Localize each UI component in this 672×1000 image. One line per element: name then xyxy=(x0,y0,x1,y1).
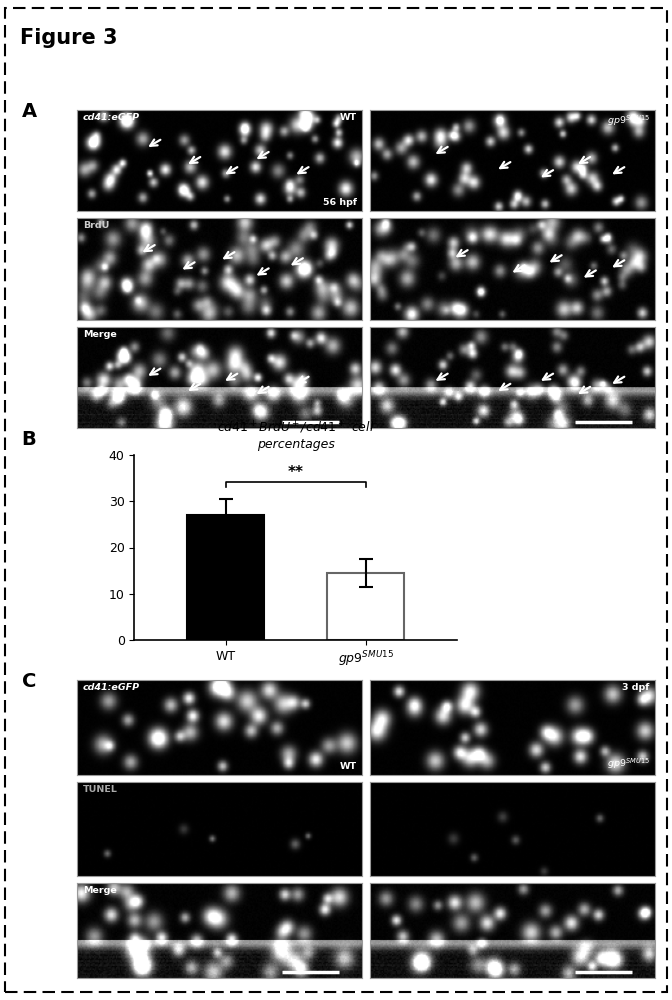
Bar xyxy=(327,573,405,640)
Text: cd41:eGFP: cd41:eGFP xyxy=(83,113,140,122)
Title: $cd41^+$BrdU$^+$/$cd41^+$ cell
percentages: $cd41^+$BrdU$^+$/$cd41^+$ cell percentag… xyxy=(217,420,374,451)
Text: 3 dpf: 3 dpf xyxy=(622,683,650,692)
Text: Figure 3: Figure 3 xyxy=(20,28,118,48)
Text: WT: WT xyxy=(339,762,357,771)
Text: WT: WT xyxy=(339,113,357,122)
Text: BrdU: BrdU xyxy=(83,221,110,230)
Text: TUNEL: TUNEL xyxy=(83,785,118,794)
Text: Merge: Merge xyxy=(83,330,117,339)
Text: A: A xyxy=(22,102,37,121)
Bar xyxy=(187,515,264,640)
Text: B: B xyxy=(22,430,36,449)
Text: **: ** xyxy=(288,465,304,480)
Text: Merge: Merge xyxy=(83,886,117,895)
Text: C: C xyxy=(22,672,36,691)
Text: 56 hpf: 56 hpf xyxy=(323,198,357,207)
Text: $gp9^{SMU15}$: $gp9^{SMU15}$ xyxy=(607,113,650,128)
Text: $gp9^{SMU15}$: $gp9^{SMU15}$ xyxy=(607,756,650,771)
Text: cd41:eGFP: cd41:eGFP xyxy=(83,683,140,692)
